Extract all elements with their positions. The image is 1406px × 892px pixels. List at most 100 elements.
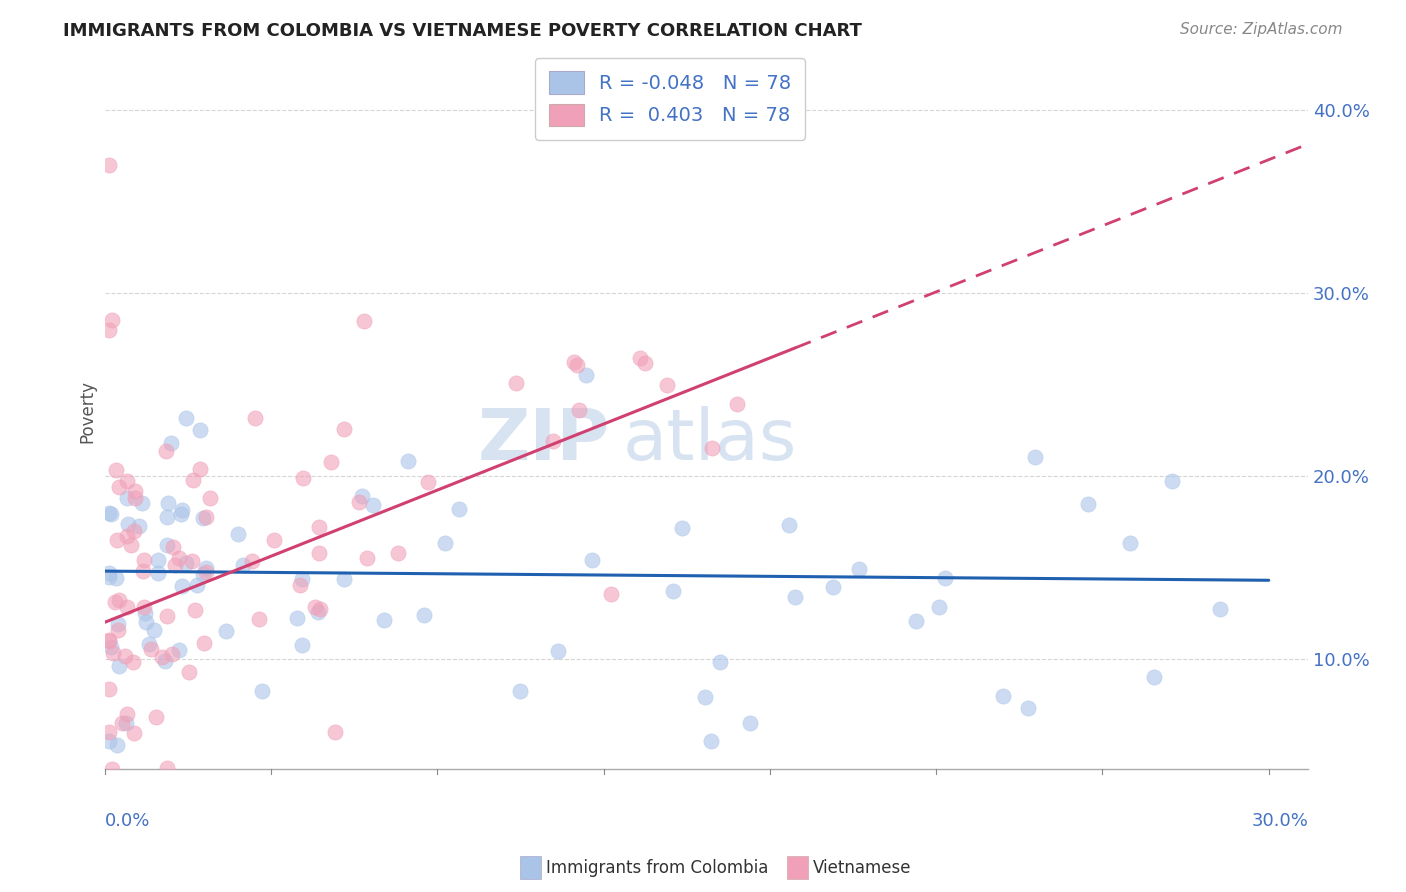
Point xyxy=(122,524,145,538)
Point xyxy=(108,658,131,673)
Text: atlas: atlas xyxy=(621,406,797,475)
Point xyxy=(567,358,589,372)
Point xyxy=(934,571,956,585)
Point xyxy=(308,520,330,534)
Point xyxy=(162,540,184,554)
Point xyxy=(143,623,166,637)
Point xyxy=(373,613,395,627)
Point xyxy=(263,533,285,548)
Point xyxy=(169,642,191,657)
Point xyxy=(170,579,193,593)
Point xyxy=(291,470,314,484)
Point xyxy=(108,593,131,607)
Point xyxy=(1143,670,1166,684)
Point xyxy=(308,546,330,560)
Point xyxy=(657,377,679,392)
Point xyxy=(97,725,120,739)
Text: 30.0%: 30.0% xyxy=(1251,812,1308,830)
Point xyxy=(191,567,214,582)
Point xyxy=(194,510,217,524)
Point xyxy=(138,637,160,651)
Point xyxy=(671,521,693,535)
Point xyxy=(1077,497,1099,511)
Point xyxy=(323,725,346,739)
Point xyxy=(190,462,212,476)
Text: Immigrants from Colombia: Immigrants from Colombia xyxy=(546,859,768,877)
Point xyxy=(135,615,157,629)
Point xyxy=(156,495,179,509)
Point xyxy=(134,553,156,567)
Point xyxy=(155,444,177,458)
Point xyxy=(97,323,120,337)
Point xyxy=(107,623,129,637)
Point xyxy=(848,562,870,576)
Point xyxy=(160,648,183,662)
Point xyxy=(148,566,170,580)
Point xyxy=(433,536,456,550)
Point xyxy=(352,490,374,504)
Point xyxy=(505,376,527,391)
Point xyxy=(156,538,179,552)
Point xyxy=(117,516,139,531)
Point xyxy=(97,507,120,521)
Point xyxy=(783,590,806,604)
Point xyxy=(725,397,748,411)
Point xyxy=(97,158,120,172)
Point xyxy=(574,368,596,383)
Point xyxy=(396,454,419,468)
Point xyxy=(117,706,139,721)
Point xyxy=(97,633,120,648)
Point xyxy=(128,519,150,533)
Point xyxy=(170,508,193,522)
Point xyxy=(700,441,723,455)
Point xyxy=(156,509,179,524)
Point xyxy=(101,313,124,327)
Point xyxy=(131,496,153,510)
Point xyxy=(139,642,162,657)
Point xyxy=(247,612,270,626)
Point xyxy=(176,410,198,425)
Text: Vietnamese: Vietnamese xyxy=(813,859,911,877)
Point xyxy=(332,572,354,586)
Point xyxy=(307,605,329,619)
Point xyxy=(156,761,179,775)
Point xyxy=(226,526,249,541)
Point xyxy=(101,762,124,776)
Point xyxy=(114,648,136,663)
Point xyxy=(413,608,436,623)
Point xyxy=(115,599,138,614)
Point xyxy=(105,738,128,752)
Point xyxy=(115,491,138,505)
Point xyxy=(449,501,471,516)
Point xyxy=(111,716,134,731)
Point xyxy=(333,422,356,436)
Y-axis label: Poverty: Poverty xyxy=(79,380,96,443)
Point xyxy=(353,314,375,328)
Point xyxy=(115,529,138,543)
Point xyxy=(97,734,120,748)
Point xyxy=(547,644,569,658)
Point xyxy=(186,578,208,592)
Point xyxy=(1209,602,1232,616)
Point xyxy=(291,572,314,586)
Legend: R = -0.048   N = 78, R =  0.403   N = 78: R = -0.048 N = 78, R = 0.403 N = 78 xyxy=(536,58,806,139)
Point xyxy=(288,578,311,592)
Point xyxy=(122,655,145,669)
Point xyxy=(291,638,314,652)
Point xyxy=(562,355,585,369)
Point xyxy=(195,565,218,579)
Point xyxy=(700,734,723,748)
Point xyxy=(114,716,136,731)
Point xyxy=(105,463,128,477)
Point xyxy=(599,587,621,601)
Point xyxy=(1161,474,1184,488)
Text: ZIP: ZIP xyxy=(478,406,610,475)
Point xyxy=(1024,450,1046,464)
Point xyxy=(250,684,273,698)
Point xyxy=(191,511,214,525)
Text: 0.0%: 0.0% xyxy=(104,812,150,830)
Point xyxy=(107,617,129,632)
Point xyxy=(184,603,207,617)
Point xyxy=(709,655,731,669)
Point xyxy=(304,599,326,614)
